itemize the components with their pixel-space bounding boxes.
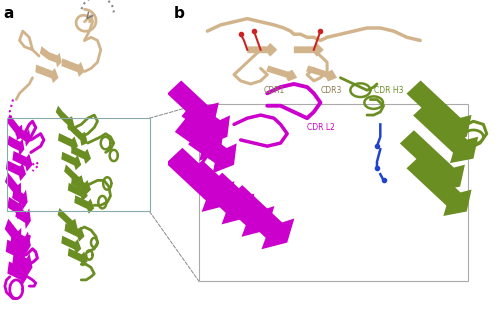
- Polygon shape: [12, 151, 32, 172]
- Polygon shape: [306, 66, 337, 81]
- Polygon shape: [16, 126, 31, 146]
- Polygon shape: [10, 230, 31, 256]
- Polygon shape: [62, 152, 81, 170]
- Polygon shape: [71, 177, 91, 195]
- Polygon shape: [413, 102, 478, 163]
- Polygon shape: [266, 66, 297, 81]
- Polygon shape: [406, 81, 472, 141]
- Polygon shape: [175, 117, 224, 161]
- Polygon shape: [40, 46, 62, 67]
- Polygon shape: [16, 206, 31, 229]
- Polygon shape: [5, 173, 21, 201]
- Text: CDR L2: CDR L2: [307, 123, 335, 132]
- Polygon shape: [4, 219, 21, 248]
- Text: CDR1: CDR1: [264, 86, 285, 95]
- Polygon shape: [294, 43, 324, 57]
- Polygon shape: [64, 223, 84, 242]
- Polygon shape: [36, 65, 59, 83]
- Polygon shape: [12, 188, 28, 210]
- Polygon shape: [8, 136, 24, 156]
- Polygon shape: [167, 81, 219, 129]
- Polygon shape: [56, 106, 75, 130]
- Polygon shape: [186, 160, 254, 224]
- Polygon shape: [182, 101, 230, 145]
- Text: b: b: [174, 6, 185, 21]
- Polygon shape: [226, 185, 294, 249]
- Bar: [199, 104, 468, 281]
- Polygon shape: [406, 155, 472, 216]
- Bar: [6, 118, 150, 211]
- Polygon shape: [400, 130, 465, 191]
- Polygon shape: [8, 262, 28, 287]
- Polygon shape: [248, 43, 277, 57]
- Polygon shape: [7, 114, 23, 140]
- Polygon shape: [68, 248, 88, 267]
- Polygon shape: [62, 58, 84, 77]
- Polygon shape: [6, 160, 26, 181]
- Polygon shape: [206, 173, 274, 237]
- Polygon shape: [68, 183, 88, 201]
- Text: a: a: [4, 6, 14, 21]
- Text: CDR3: CDR3: [320, 86, 342, 95]
- Polygon shape: [74, 195, 94, 214]
- Polygon shape: [188, 129, 236, 173]
- Polygon shape: [6, 240, 26, 265]
- Polygon shape: [166, 148, 234, 212]
- Polygon shape: [58, 133, 78, 151]
- Polygon shape: [64, 165, 84, 189]
- Polygon shape: [58, 208, 78, 233]
- Polygon shape: [12, 252, 32, 277]
- Polygon shape: [62, 236, 81, 254]
- Polygon shape: [71, 146, 91, 164]
- Polygon shape: [68, 121, 88, 146]
- Polygon shape: [7, 197, 23, 220]
- Text: CDR H3: CDR H3: [374, 86, 403, 95]
